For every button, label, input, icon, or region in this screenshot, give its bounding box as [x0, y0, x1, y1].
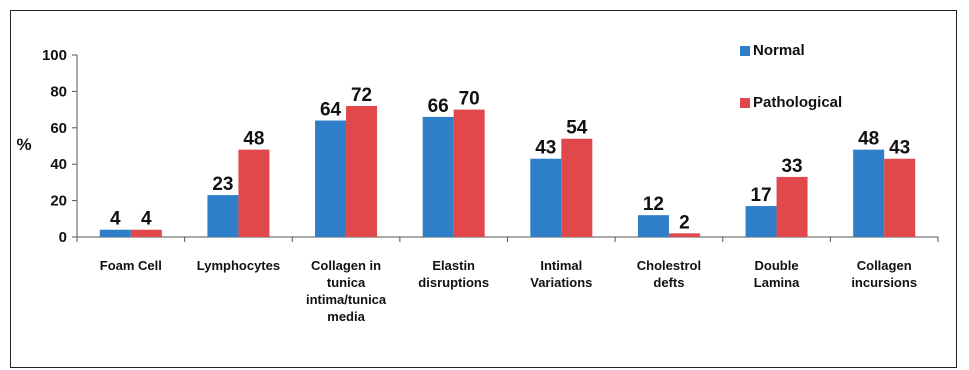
bar-normal — [853, 149, 885, 237]
data-label: 4 — [141, 209, 152, 230]
x-category-label: media — [327, 309, 365, 324]
x-category-label: disruptions — [418, 275, 489, 290]
y-axis-label: % — [16, 135, 31, 154]
data-label: 2 — [679, 212, 690, 233]
bar-normal — [315, 120, 347, 237]
y-tick-label: 100 — [42, 47, 67, 64]
bar-normal — [637, 215, 669, 237]
bar-pathological — [668, 233, 700, 237]
x-category-label: defts — [653, 275, 684, 290]
bar-pathological — [561, 138, 593, 237]
x-category-label: Variations — [530, 275, 592, 290]
bar-pathological — [346, 105, 378, 238]
bar-pathological — [453, 109, 485, 237]
data-label: 48 — [243, 129, 264, 150]
bar-pathological — [238, 149, 270, 237]
legend-swatch-pathological — [740, 98, 750, 108]
y-tick-label: 40 — [50, 156, 67, 173]
x-category-label: Lamina — [754, 275, 800, 290]
data-label: 23 — [212, 174, 233, 195]
data-label: 70 — [459, 89, 480, 110]
data-label: 54 — [566, 118, 588, 139]
data-label: 66 — [428, 96, 449, 117]
x-category-label: Foam Cell — [100, 258, 162, 273]
bar-normal — [207, 195, 239, 237]
bar-normal — [422, 116, 454, 237]
data-label: 43 — [535, 138, 556, 159]
x-category-label: Lymphocytes — [197, 258, 280, 273]
data-label: 64 — [320, 100, 342, 121]
bar-pathological — [776, 176, 808, 237]
data-label: 48 — [858, 129, 879, 150]
legend-label-normal: Normal — [753, 42, 805, 59]
x-category-label: incursions — [851, 275, 917, 290]
bar-normal — [745, 206, 777, 237]
data-label: 43 — [889, 138, 910, 159]
x-category-label: Cholestrol — [637, 258, 701, 273]
y-tick-label: 0 — [59, 229, 67, 246]
bar-pathological — [884, 158, 916, 237]
x-category-label: Elastin — [432, 258, 475, 273]
legend-swatch-normal — [740, 46, 750, 56]
y-tick-label: 20 — [50, 193, 67, 210]
data-label: 33 — [781, 156, 802, 177]
x-category-label: tunica — [327, 275, 366, 290]
data-label: 12 — [643, 194, 664, 215]
x-category-label: Collagen in — [311, 258, 381, 273]
bar-normal — [99, 229, 131, 237]
x-category-label: Collagen — [857, 258, 912, 273]
x-category-label: Intimal — [540, 258, 582, 273]
y-tick-label: 60 — [50, 120, 67, 137]
data-label: 72 — [351, 85, 372, 106]
bar-normal — [530, 158, 562, 237]
data-label: 17 — [750, 185, 771, 206]
data-label: 4 — [110, 209, 121, 230]
x-category-label: Double — [755, 258, 799, 273]
legend-label-pathological: Pathological — [753, 94, 842, 111]
y-tick-label: 80 — [50, 83, 67, 100]
x-category-label: intima/tunica — [306, 292, 387, 307]
bar-pathological — [130, 229, 162, 237]
